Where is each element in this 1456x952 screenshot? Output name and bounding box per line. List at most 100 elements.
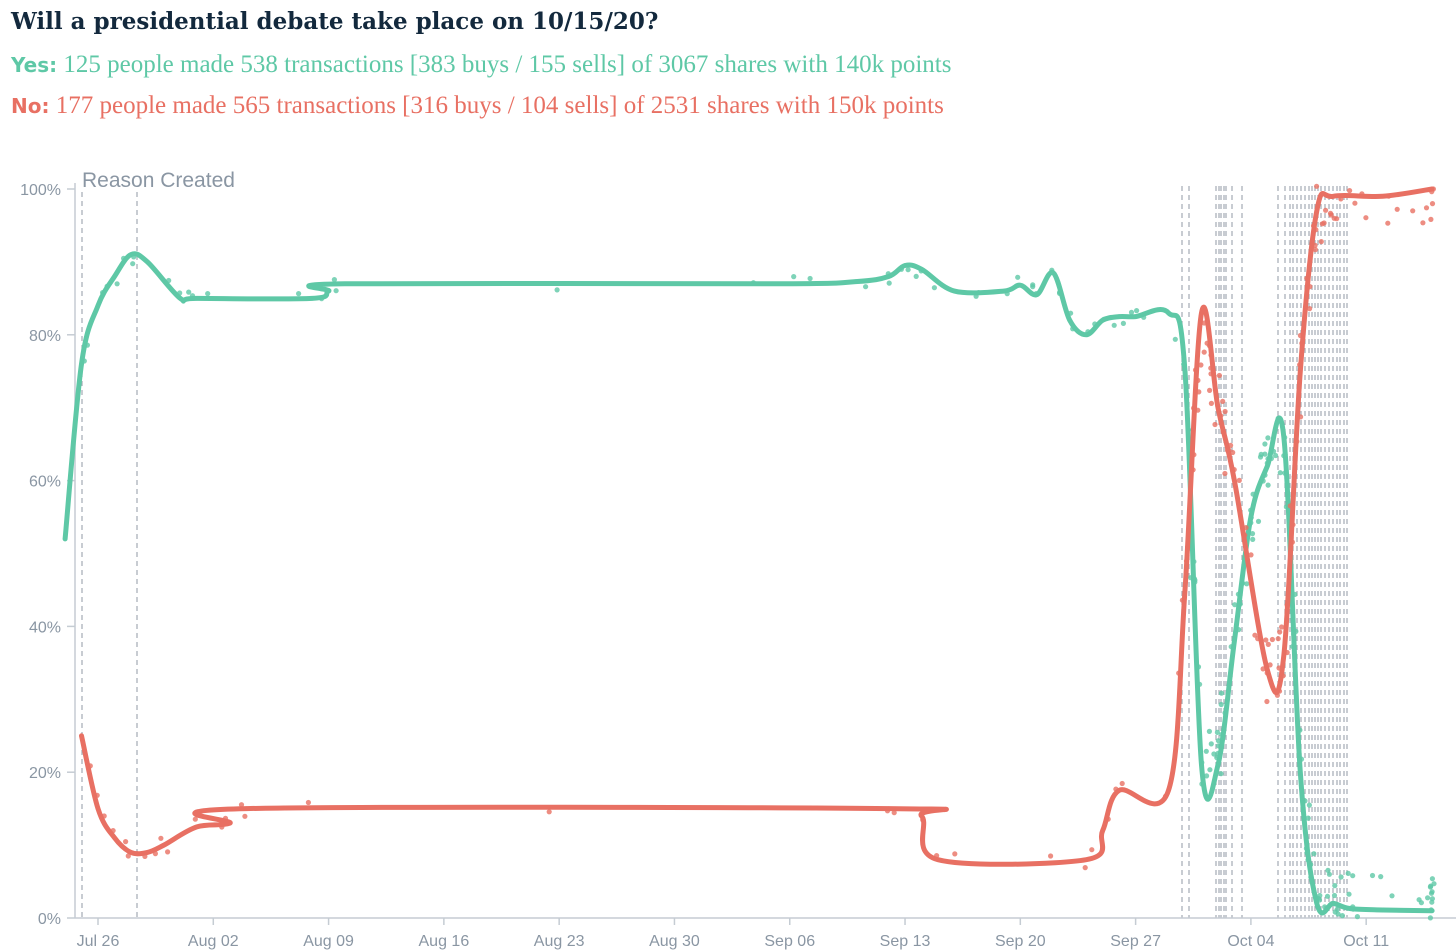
yes-data-point — [1133, 314, 1138, 319]
yes-transaction-dot — [1015, 274, 1021, 280]
yes-transaction-dot — [1354, 914, 1360, 920]
yes-transaction-dot — [1214, 729, 1220, 736]
no-transaction-dot — [1394, 206, 1400, 212]
no-transaction-dot — [158, 835, 164, 841]
yes-transaction-dot — [1345, 870, 1351, 877]
yes-transaction-dot — [1325, 867, 1331, 874]
no-data-point — [1100, 828, 1105, 833]
yes-series — [62, 251, 1437, 921]
x-tick-label: Oct 04 — [1227, 933, 1274, 950]
yes-data-point — [1248, 514, 1254, 520]
yes-data-point — [178, 296, 183, 301]
no-transaction-dot — [952, 851, 958, 857]
no-transaction-dot — [1265, 641, 1271, 648]
no-data-point — [79, 733, 84, 738]
no-data-point — [1199, 310, 1204, 316]
no-transaction-dot — [192, 816, 198, 822]
no-transaction-dot — [1352, 200, 1358, 206]
yes-transaction-dot — [1218, 701, 1224, 708]
yes-transaction-dot — [1305, 815, 1311, 821]
yes-data-point — [1034, 292, 1040, 297]
no-transaction-dot — [891, 810, 897, 816]
yes-transaction-dot — [1317, 892, 1323, 899]
yes-transaction-dot — [331, 277, 337, 283]
yes-transaction-dot — [1429, 896, 1435, 902]
no-transaction-dot — [1423, 205, 1430, 211]
no-transaction-dot — [165, 849, 171, 855]
no-data-point — [1182, 587, 1188, 593]
yes-data-point — [145, 259, 150, 265]
x-tick-label: Aug 16 — [419, 933, 470, 950]
yes-data-point — [95, 303, 101, 308]
yes-data-point — [902, 263, 908, 268]
no-data-point — [935, 857, 941, 862]
no-series — [79, 183, 1436, 871]
yes-transaction-dot — [1427, 915, 1433, 921]
yes-data-point — [919, 267, 924, 272]
no-data-point — [1116, 788, 1122, 793]
axes — [74, 183, 1456, 919]
no-transaction-dot — [1429, 201, 1436, 207]
yes-transaction-dots — [81, 254, 1437, 921]
no-data-point — [1166, 788, 1171, 793]
yes-transaction-dot — [1389, 893, 1395, 899]
yes-transaction-dot — [1250, 536, 1256, 543]
yes-transaction-dot — [1428, 890, 1435, 896]
yes-transaction-dot — [1427, 884, 1433, 890]
no-data-point — [1281, 653, 1287, 658]
no-data-point — [1314, 208, 1320, 214]
yes-data-point — [1314, 901, 1320, 906]
yes-transaction-dot — [1429, 876, 1435, 882]
yes-transaction-dot — [1335, 911, 1341, 917]
no-transaction-dot — [1277, 629, 1283, 635]
yes-transaction-dot — [1262, 441, 1268, 447]
yes-transaction-dot — [114, 281, 120, 287]
yes-transaction-dot — [1331, 892, 1338, 899]
no-data-point — [244, 806, 249, 811]
no-transaction-dot — [1314, 183, 1320, 189]
no-data-point — [227, 821, 232, 826]
no-transaction-dot — [1363, 215, 1369, 221]
yes-data-point — [1232, 638, 1237, 644]
x-tick-label: Aug 23 — [534, 933, 585, 950]
no-transaction-dots — [87, 183, 1436, 871]
series-layer — [62, 183, 1437, 921]
yes-transaction-dot — [1030, 282, 1036, 288]
yes-transaction-dot — [1208, 741, 1214, 747]
yes-transaction-dot — [1277, 470, 1283, 476]
no-transaction-dot — [1410, 208, 1416, 214]
no-data-point — [1298, 369, 1303, 374]
x-axis-ticks: Jul 26 Aug 02 Aug 09 Aug 16 Aug 23 Aug 30 Sep … — [77, 918, 1389, 950]
no-transaction-dot — [1279, 624, 1285, 630]
yes-transaction-dot — [1350, 873, 1356, 879]
yes-transaction-dot — [1338, 874, 1344, 880]
no-summary-text: 177 people made 565 transactions [316 bu… — [55, 92, 944, 119]
yes-data-point — [62, 536, 68, 542]
yes-data-point — [1166, 310, 1171, 316]
yes-data-point — [886, 274, 891, 279]
yes-transaction-dot — [1134, 308, 1140, 314]
yes-data-point — [952, 288, 957, 294]
no-transaction-dot — [1327, 210, 1334, 216]
y-axis-ticks: 0% 20% 40% 60% 80% 100% — [20, 182, 75, 928]
no-transaction-dot — [1212, 421, 1218, 428]
no-transaction-dot — [125, 853, 131, 859]
no-data-point — [1215, 405, 1221, 410]
no-data-point — [194, 824, 199, 830]
no-transaction-dot — [1275, 636, 1281, 642]
no-transaction-dot — [1264, 698, 1270, 705]
yes-transaction-dot — [1211, 751, 1217, 757]
yes-data-point — [128, 252, 134, 257]
no-transaction-dot — [1319, 221, 1325, 227]
yes-transaction-dot — [1232, 602, 1238, 608]
no-data-point — [886, 806, 891, 811]
yes-transaction-dot — [913, 273, 919, 279]
no-transaction-dot — [1089, 847, 1095, 853]
y-tick-label: 40% — [29, 619, 61, 636]
yes-transaction-dot — [333, 288, 339, 294]
yes-data-point — [1067, 318, 1072, 323]
no-data-point — [145, 850, 150, 855]
yes-transaction-dot — [905, 267, 911, 273]
yes-data-point — [771, 281, 776, 286]
no-transaction-dot — [1263, 637, 1269, 643]
